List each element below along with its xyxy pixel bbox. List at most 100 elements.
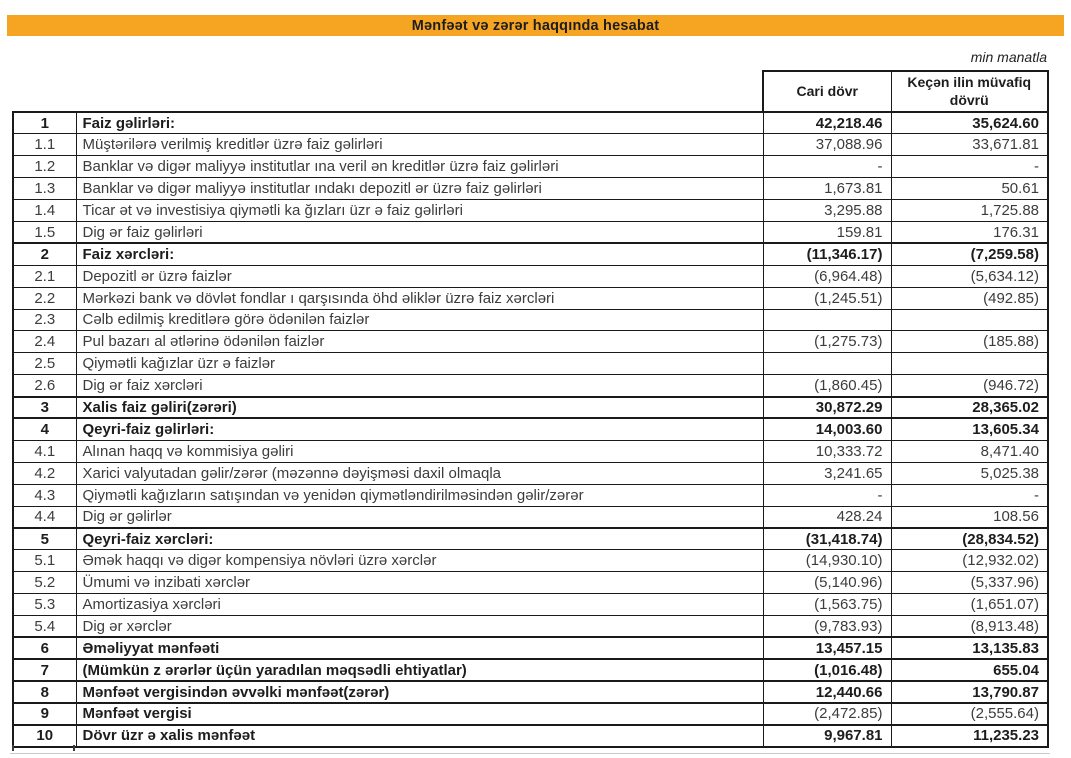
row-label: (Mümkün z ərərlər üçün yaradılan məqsədl… [75,658,764,682]
row-label: Əmək haqqı və digər kompensiya növləri ü… [75,549,764,573]
table-body: 1 Faiz gəlirləri: 42,218.46 35,624.60 1.1 Müş… [12,111,1049,748]
row-number: 2 [12,242,77,266]
value-current: - [762,155,892,179]
value-previous: (5,634.12) [890,264,1049,288]
value-previous: 8,471.40 [890,439,1049,463]
row-number: 2.1 [12,264,77,288]
value-current: (11,346.17) [762,242,892,266]
row-label: Pul bazarı al ətlərinə ödənilən faizlər [75,330,764,354]
border-stub [73,745,75,751]
table-row-4.1: 4.1 Alınan haqq və kommisiya gəliri 10,333… [12,439,1049,463]
column-header-previous: Keçən ilin müvafiq dövrü [890,70,1049,113]
row-number: 7 [12,658,77,682]
row-number: 5.2 [12,571,77,595]
table-row-4.2: 4.2 Xarici valyutadan gəlir/zərər (məzənn… [12,461,1049,485]
row-label: Alınan haqq və kommisiya gəliri [75,439,764,463]
value-current [762,308,892,332]
value-previous: (8,913.48) [890,614,1049,638]
value-current: (5,140.96) [762,571,892,595]
value-current: 159.81 [762,220,892,244]
row-label: Müştərilərə verilmiş kreditlər üzrə faiz… [75,133,764,157]
row-label: Amortizasiya xərcləri [75,593,764,616]
row-label: Ümumi və inzibati xərclər [75,571,764,595]
value-current: (1,245.51) [762,286,892,310]
value-current: 9,967.81 [762,723,892,748]
row-number: 4.4 [12,505,77,529]
table-row-1.5: 1.5 Dig ər faiz gəlirləri 159.81 176.31 [12,220,1049,244]
value-current: (6,964.48) [762,264,892,288]
row-number: 4.3 [12,483,77,507]
value-current: (1,563.75) [762,593,892,616]
row-number: 2.2 [12,286,77,310]
table-row-2.5: 2.5 Qiymətli kağızlar üzr ə faizlər [12,352,1049,376]
table-row-2.1: 2.1 Depozitl ər üzrə faizlər (6,964.48) (5,… [12,264,1049,288]
value-previous: 28,365.02 [890,395,1049,419]
value-current: 1,673.81 [762,177,892,201]
value-previous: - [890,155,1049,179]
value-current: 3,295.88 [762,199,892,222]
report-title: Mənfəət və zərər haqqında hesabat [411,17,660,34]
pnl-table: Cari dövr Keçən ilin müvafiq dövrü 1 Faiz… [12,70,1049,748]
row-label: Dövr üzr ə xalis mənfəət [75,723,764,748]
row-number: 1.1 [12,133,77,157]
row-number: 5.4 [12,614,77,638]
header-row: Cari dövr Keçən ilin müvafiq dövrü [13,70,1049,113]
column-header-current: Cari dövr [762,70,892,113]
value-previous: 176.31 [890,220,1049,244]
table-row-5.2: 5.2 Ümumi və inzibati xərclər (5,140.96) (5… [12,571,1049,595]
value-current: - [762,483,892,507]
table-row-2.4: 2.4 Pul bazarı al ətlərinə ödənilən faizl… [12,330,1049,354]
value-current [762,352,892,376]
value-previous: (12,932.02) [890,549,1049,573]
value-previous: 5,025.38 [890,461,1049,485]
value-previous: (492.85) [890,286,1049,310]
row-number: 1.5 [12,220,77,244]
value-current: 10,333.72 [762,439,892,463]
row-number: 1.4 [12,199,77,222]
border-stub [12,745,14,751]
row-label: Əməliyyat mənfəəti [75,636,764,660]
header-spacer-number [13,71,76,112]
value-current: (1,016.48) [762,658,892,682]
table-row-2.3: 2.3 Cəlb edilmiş kreditlərə görə ödənilən… [12,308,1049,332]
row-number: 2.4 [12,330,77,354]
row-number: 1 [12,111,77,135]
value-current: (1,860.45) [762,374,892,398]
table-row-2.6: 2.6 Dig ər faiz xərcləri (1,860.45) (946.72… [12,374,1049,398]
table-row-10: 10 Dövr üzr ə xalis mənfəət 9,967.81 11,235… [12,723,1049,748]
row-number: 5.3 [12,593,77,616]
table-row-6: 6 Əməliyyat mənfəəti 13,457.15 13,135.83 [12,636,1049,660]
value-current: 428.24 [762,505,892,529]
row-number: 5.1 [12,549,77,573]
unit-note: min manatla [970,49,1047,65]
value-current: 14,003.60 [762,417,892,441]
row-number: 5 [12,526,77,551]
value-previous: (7,259.58) [890,242,1049,266]
row-label: Banklar və digər maliyyə institutlar ınd… [75,177,764,201]
header-spacer-label [76,71,763,112]
table-row-1.3: 1.3 Banklar və digər maliyyə institutlar … [12,177,1049,201]
value-previous: 13,605.34 [890,417,1049,441]
table-row-7: 7 (Mümkün z ərərlər üçün yaradılan məqsəd… [12,658,1049,682]
row-label: Cəlb edilmiş kreditlərə görə ödənilən fa… [75,308,764,332]
table-row-9: 9 Mənfəət vergisi (2,472.85) (2,555.64) [12,702,1049,726]
table-row-4.3: 4.3 Qiymətli kağızların satışından və yen… [12,483,1049,507]
value-current: (14,930.10) [762,549,892,573]
table-row-5.4: 5.4 Dig ər xərclər (9,783.93) (8,913.48) [12,614,1049,638]
row-label: Qiymətli kağızların satışından və yenidə… [75,483,764,507]
table-row-1: 1 Faiz gəlirləri: 42,218.46 35,624.60 [12,111,1049,135]
value-current: (9,783.93) [762,614,892,638]
page-cut-line [10,753,1050,754]
value-previous: 11,235.23 [890,723,1049,748]
table-row-4: 4 Qeyri-faiz gəlirləri: 14,003.60 13,605.34 [12,417,1049,441]
value-previous: 13,135.83 [890,636,1049,660]
row-label: Mərkəzi bank və dövlət fondlar ı qarşısı… [75,286,764,310]
value-previous: (946.72) [890,374,1049,398]
value-previous: (185.88) [890,330,1049,354]
row-number: 4.1 [12,439,77,463]
table-row-5.3: 5.3 Amortizasiya xərcləri (1,563.75) (1,651… [12,593,1049,616]
row-label: Qiymətli kağızlar üzr ə faizlər [75,352,764,376]
value-current: 13,457.15 [762,636,892,660]
row-number: 2.5 [12,352,77,376]
value-current: 30,872.29 [762,395,892,419]
